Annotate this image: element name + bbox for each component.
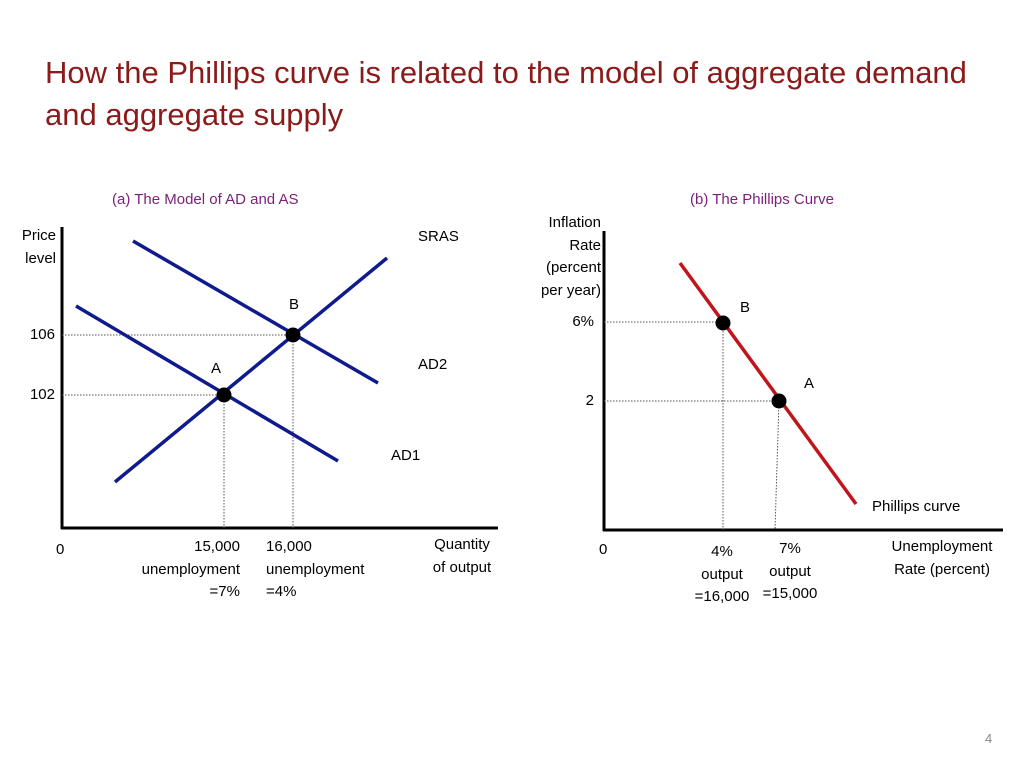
point-label: B — [289, 296, 300, 313]
origin-label: 0 — [599, 541, 608, 558]
point-label: B — [740, 299, 751, 316]
level-label: 16,000 unemployment =4% — [266, 538, 365, 600]
level-label: 102 — [29, 386, 55, 403]
level-label: 106 — [29, 326, 55, 343]
ad1-curve — [75, 304, 339, 463]
point — [216, 387, 232, 403]
axis-label: Price level — [21, 227, 56, 267]
level-label: 6% — [572, 313, 594, 330]
sras-curve — [113, 256, 389, 484]
point-label: A — [804, 375, 815, 392]
point — [715, 315, 731, 331]
phillips-curve — [678, 261, 858, 506]
panel-title: (b) The Phillips Curve — [690, 191, 834, 208]
axis-label: Inflation Rate (percent per year) — [540, 214, 601, 299]
ad2-curve — [132, 239, 379, 385]
level-label: 2 — [585, 392, 594, 409]
level-label: 15,000 unemployment =7% — [141, 538, 240, 600]
curve-label: SRAS — [418, 228, 459, 245]
level-label: 7% output =15,000 — [762, 540, 818, 602]
point-label: A — [211, 360, 222, 377]
page-number: 4 — [985, 731, 993, 746]
curve-label: AD2 — [418, 356, 448, 373]
curve-label: AD1 — [391, 447, 421, 464]
point — [771, 393, 787, 409]
axis-label: Quantity of output — [432, 536, 492, 576]
level-label: 4% output =16,000 — [694, 543, 750, 605]
panel-title: (a) The Model of AD and AS — [112, 191, 299, 208]
guide-line — [774, 400, 780, 531]
slide-title: How the Phillips curve is related to the… — [45, 55, 967, 132]
axis-label: Unemployment Rate (percent) — [891, 538, 993, 578]
origin-label: 0 — [56, 541, 65, 558]
point — [285, 327, 301, 343]
curve-label: Phillips curve — [872, 498, 961, 515]
